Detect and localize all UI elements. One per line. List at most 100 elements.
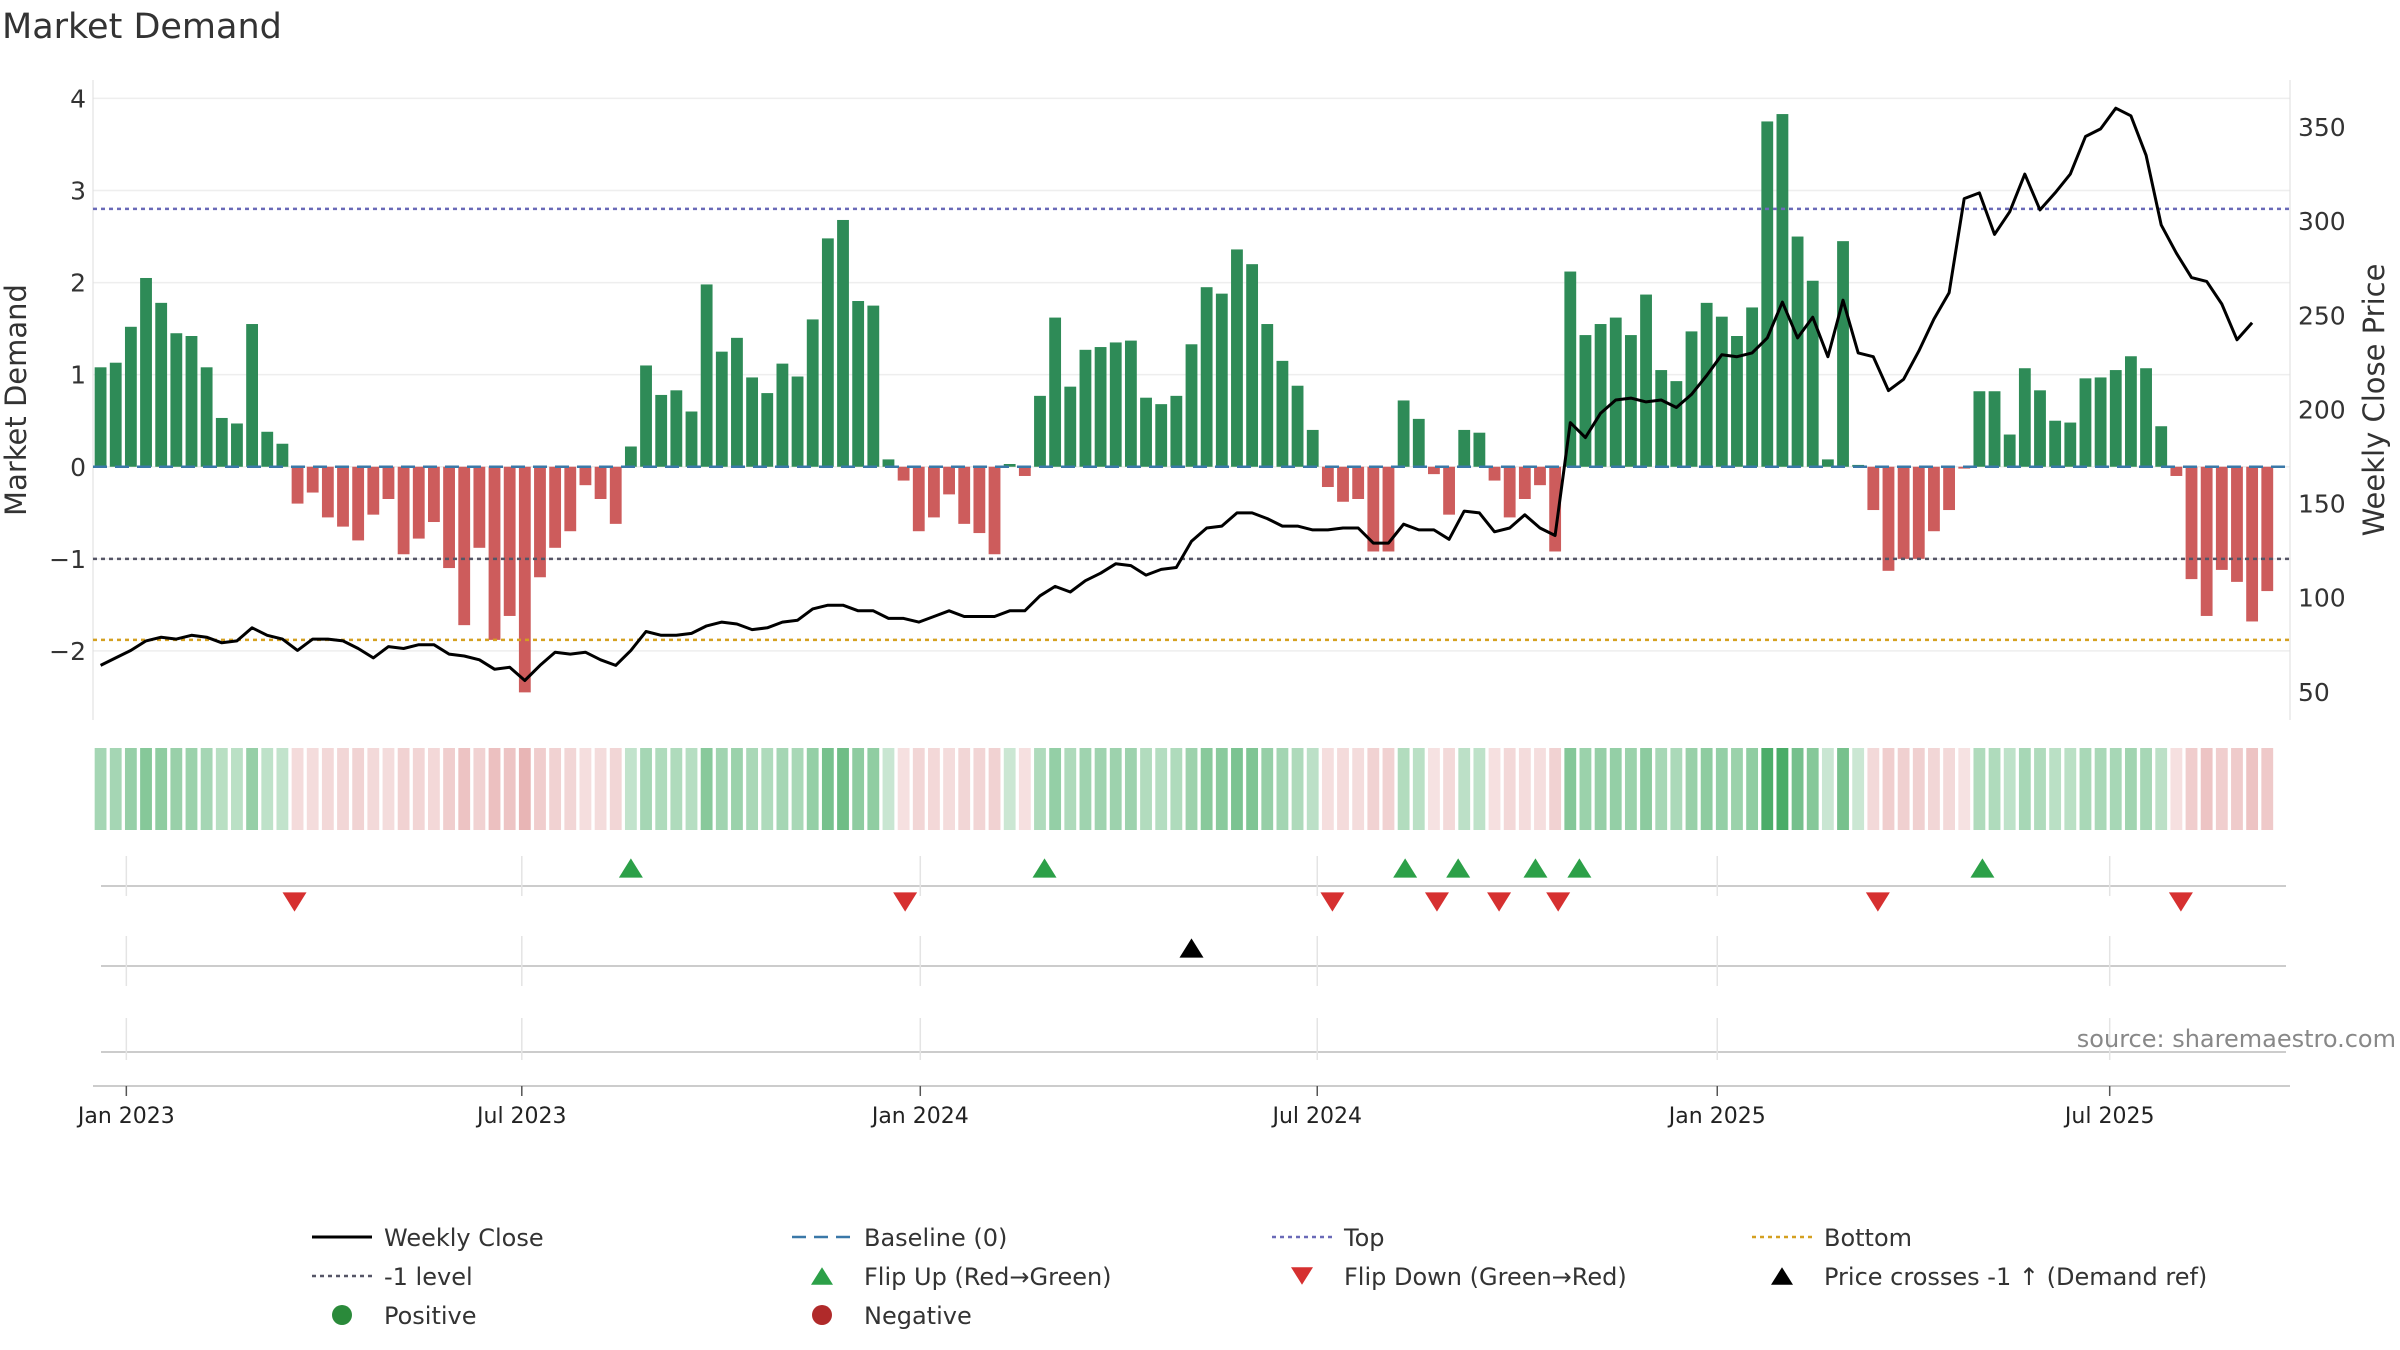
positive-demand-bar xyxy=(1746,307,1759,467)
heatmap-cell xyxy=(231,748,243,830)
heatmap-cell xyxy=(958,748,971,830)
negative-demand-bar xyxy=(382,466,395,499)
positive-demand-bar xyxy=(1624,335,1637,467)
heatmap-cell xyxy=(1928,748,1940,830)
flip-down-marker xyxy=(1865,892,1890,912)
heatmap-cell xyxy=(1640,748,1652,830)
legend-label-flip-up: Flip Up (Red→Green) xyxy=(864,1263,1112,1291)
positive-demand-bar xyxy=(1594,324,1607,467)
heatmap-cell xyxy=(1473,748,1486,830)
legend-swatch-positive xyxy=(332,1305,352,1325)
legend-label-positive: Positive xyxy=(384,1302,477,1330)
positive-demand-bar xyxy=(261,431,274,467)
negative-demand-bar xyxy=(2185,466,2198,580)
heatmap-strip xyxy=(94,748,2274,830)
x-tick-label: Jul 2025 xyxy=(2063,1104,2155,1129)
x-axis: Jan 2023 Jul 2023 Jan 2024 Jul 2024 Jan 2025… xyxy=(76,1085,2290,1129)
heatmap-cell xyxy=(1700,748,1713,830)
positive-demand-bar xyxy=(1003,464,1016,467)
x-tick-label: Jan 2025 xyxy=(1667,1104,1766,1129)
heatmap-cell xyxy=(428,748,440,830)
legend-label-baseline: Baseline (0) xyxy=(864,1224,1007,1252)
heatmap-cell xyxy=(594,748,607,830)
negative-demand-bar xyxy=(1549,466,1562,552)
positive-demand-bar xyxy=(1094,347,1107,467)
heatmap-cell xyxy=(306,748,319,830)
positive-demand-bar xyxy=(185,336,198,467)
heatmap-cell xyxy=(1155,748,1168,830)
negative-demand-bar xyxy=(503,466,516,616)
heatmap-cell xyxy=(1124,748,1137,830)
positive-demand-bar xyxy=(1655,370,1668,467)
heatmap-cell xyxy=(1882,748,1895,830)
heatmap-cell xyxy=(473,748,486,830)
heatmap-cell xyxy=(2231,748,2243,830)
heatmap-cell xyxy=(1246,748,1259,830)
heatmap-cell xyxy=(412,748,425,830)
negative-demand-bar xyxy=(1352,466,1365,499)
heatmap-cell xyxy=(1534,748,1546,830)
positive-demand-bar xyxy=(1064,386,1077,467)
flip-down-marker xyxy=(1546,892,1571,912)
positive-demand-bar xyxy=(1988,391,2001,467)
heatmap-cell xyxy=(1003,748,1016,830)
heatmap-cell xyxy=(2261,748,2274,830)
heatmap-cell xyxy=(776,748,789,830)
demand-bars xyxy=(94,114,2274,693)
heatmap-cell xyxy=(821,748,834,830)
heatmap-cell xyxy=(2064,748,2077,830)
positive-demand-bar xyxy=(1685,331,1698,467)
legend-item-bottom: Bottom xyxy=(1752,1224,1912,1252)
negative-demand-bar xyxy=(1897,466,1910,559)
negative-demand-bar xyxy=(428,466,440,523)
left-tick-label: −2 xyxy=(49,637,86,666)
legend-item-positive: Positive xyxy=(332,1302,477,1330)
negative-demand-bar xyxy=(897,466,910,481)
positive-demand-bar xyxy=(1276,360,1289,467)
flip-down-marker xyxy=(893,892,918,912)
positive-demand-bar xyxy=(1215,293,1228,467)
heatmap-cell xyxy=(1291,748,1304,830)
heatmap-cell xyxy=(215,748,228,830)
heatmap-cell xyxy=(367,748,380,830)
weekly-close-line xyxy=(99,106,2254,682)
heatmap-cell xyxy=(1852,748,1865,830)
positive-demand-bar xyxy=(1140,397,1152,467)
heatmap-cell xyxy=(488,748,501,830)
positive-demand-bar xyxy=(1034,395,1046,467)
legend-label-minus-one: -1 level xyxy=(384,1263,473,1291)
right-tick-label: 200 xyxy=(2298,395,2346,424)
heatmap-cell xyxy=(2124,748,2137,830)
negative-demand-bar xyxy=(594,466,607,499)
heatmap-cell xyxy=(1428,748,1440,830)
heatmap-cell xyxy=(2246,748,2259,830)
positive-demand-bar xyxy=(700,284,713,467)
negative-demand-bar xyxy=(488,466,501,640)
heatmap-cell xyxy=(609,748,622,830)
negative-demand-bar xyxy=(1503,466,1516,518)
left-tick-label: −1 xyxy=(49,545,86,574)
heatmap-cell xyxy=(185,748,198,830)
heatmap-cell xyxy=(246,748,259,830)
positive-demand-bar xyxy=(791,376,804,467)
heatmap-cell xyxy=(518,748,531,830)
source-note: source: sharemaestro.com xyxy=(2077,1025,2396,1053)
negative-demand-bar xyxy=(1534,466,1546,486)
positive-demand-bar xyxy=(1731,336,1743,467)
legend-label-price-cross: Price crosses -1 ↑ (Demand ref) xyxy=(1824,1263,2207,1291)
negative-demand-bar xyxy=(2200,466,2213,616)
negative-demand-bar xyxy=(367,466,380,515)
positive-demand-bar xyxy=(852,301,865,467)
negative-demand-bar xyxy=(1018,466,1031,476)
heatmap-cell xyxy=(655,748,668,830)
heatmap-cell xyxy=(1397,748,1410,830)
heatmap-cell xyxy=(397,748,410,830)
negative-demand-bar xyxy=(473,466,486,548)
negative-demand-bar xyxy=(291,466,304,504)
left-tick-label: 0 xyxy=(70,453,86,482)
legend-item-flip-down: Flip Down (Green→Red) xyxy=(1291,1263,1627,1291)
heatmap-cell xyxy=(1215,748,1228,830)
positive-demand-bar xyxy=(155,302,168,467)
x-tick-label: Jan 2023 xyxy=(76,1104,175,1129)
